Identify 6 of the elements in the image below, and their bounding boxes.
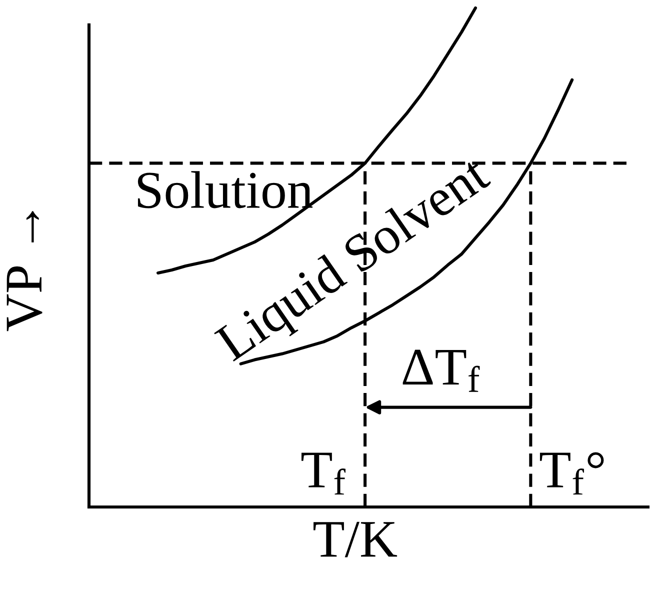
y-axis-title: VP → [6, 211, 42, 332]
series-label: Solution [138, 171, 312, 208]
annotation: T$_{f}$ [302, 452, 346, 495]
annotation: T$_{f}$° [540, 452, 604, 495]
annotation: ΔT$_{f}$ [402, 350, 480, 392]
x-axis-title: T/K [314, 522, 398, 558]
